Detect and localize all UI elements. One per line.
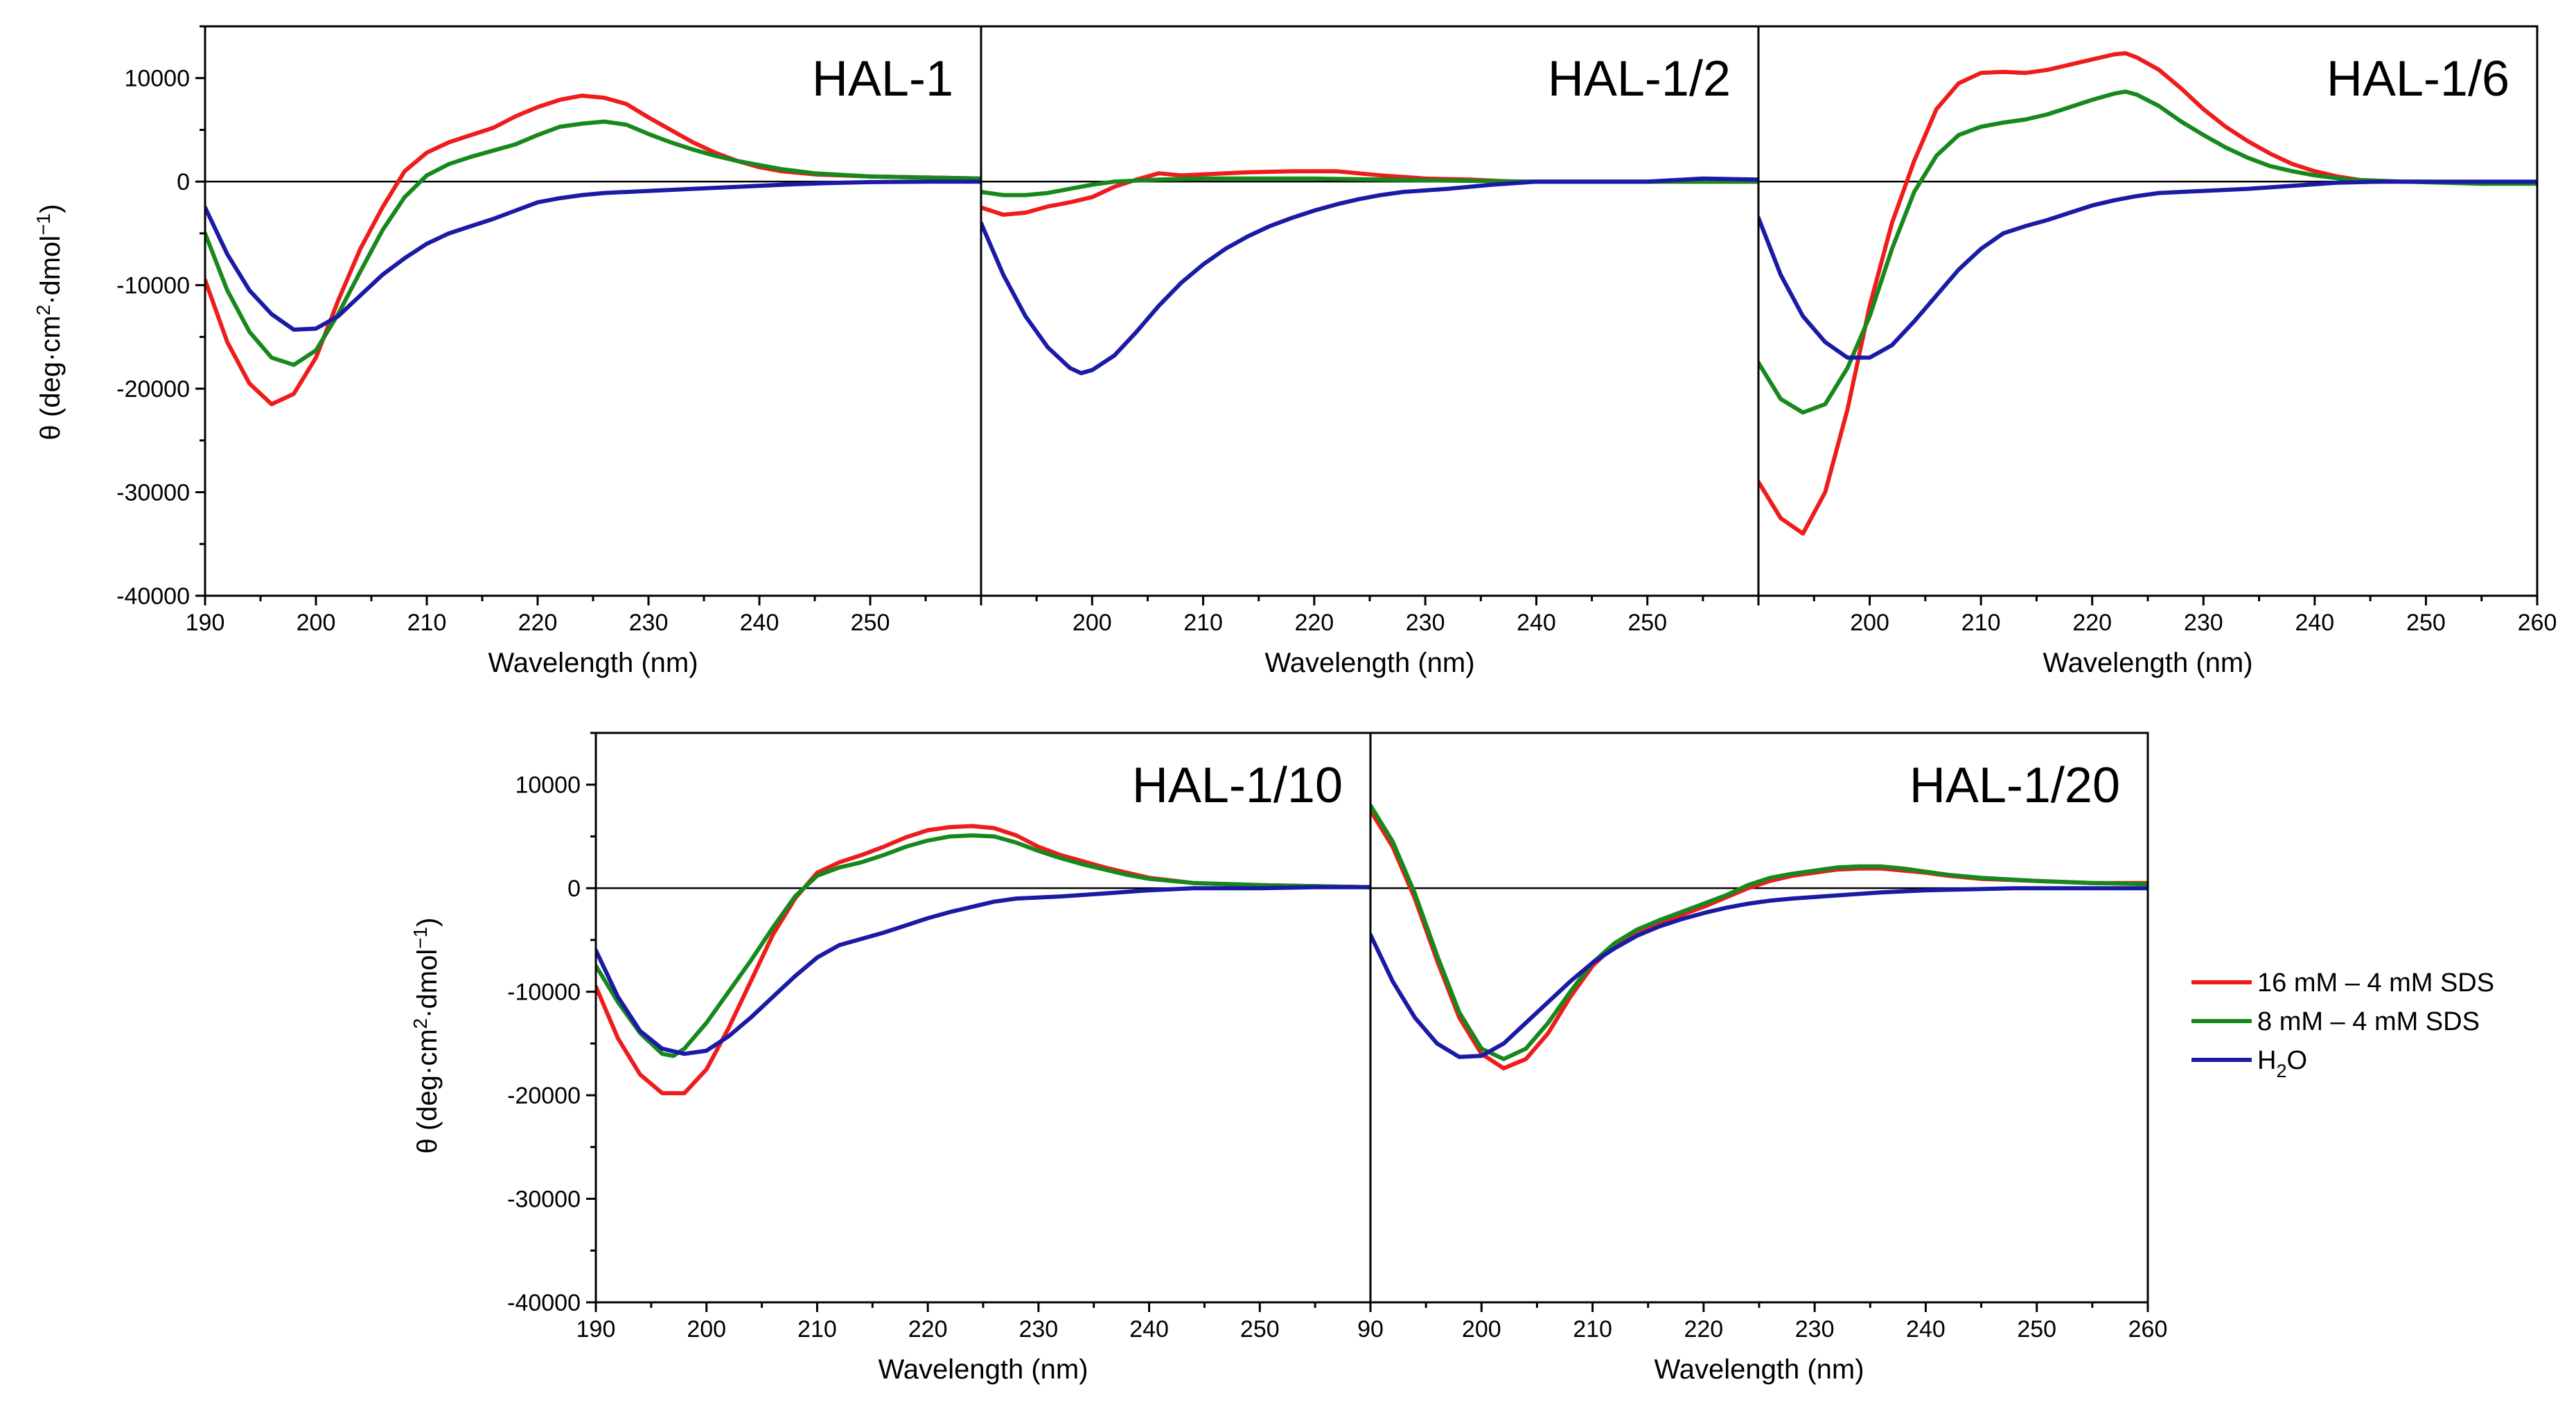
x-tick-label: 200 [687,1316,726,1342]
x-tick-label: 240 [1129,1316,1169,1342]
x-axis-title: Wavelength (nm) [488,648,698,678]
plot-frame [1757,25,2539,597]
x-tick-label: 210 [1961,610,2001,636]
x-tick-label: 250 [851,610,890,636]
series-line-8-mm-4-mm-sds [596,833,1370,1058]
x-axis-title: Wavelength (nm) [878,1354,1088,1385]
panel-hal-1: 190 200 210 220 230 240 250 10000 0 -10000 -20000 -… [116,25,982,678]
y-tick-label: -30000 [116,480,190,506]
plot-frame [980,25,1760,597]
x-tick-label: 260 [2128,1316,2168,1342]
x-tick-label: 240 [740,610,779,636]
x-axis-title: Wavelength (nm) [2043,648,2252,678]
x-tick-label: 90 [1357,1316,1384,1342]
series-line-8-mm-4-mm-sds [205,119,981,367]
panel-label: HAL-1/10 [1132,758,1343,813]
y-tick-label: 10000 [515,772,581,799]
y-tick-label: -40000 [116,583,190,610]
x-tick-label: 210 [797,1316,837,1342]
legend-label-h2o: H2O [2257,1046,2307,1081]
series-line-8-mm-4-mm-sds [981,176,1758,197]
panel-hal-1-20: 90 200 210 220 230 240 250 260 Wavelength (nm) HA… [1357,732,2168,1385]
x-tick-label: 200 [1073,610,1112,636]
panel-label: HAL-1/2 [1548,51,1731,107]
y-tick-label: 0 [567,876,581,902]
x-tick-label: 240 [2295,610,2334,636]
x-tick-label: 200 [1462,1316,1501,1342]
legend-label-8mm: 8 mM – 4 mM SDS [2257,1007,2480,1036]
x-tick-label: 210 [1573,1316,1612,1342]
series-line-h2o [981,176,1758,375]
x-tick-label: 240 [1517,610,1556,636]
panel-hal-1-6: 200 210 220 230 240 250 260 Wavelength (nm) HAL-… [1757,25,2557,678]
x-axis-title: Wavelength (nm) [1264,648,1474,678]
x-tick-label: 230 [1795,1316,1835,1342]
series-line-16-mm-4-mm-sds [596,824,1370,1096]
x-tick-label: 200 [1850,610,1889,636]
y-tick-label: -10000 [507,980,581,1006]
x-tick-label: 230 [1018,1316,1058,1342]
x-tick-label: 210 [1183,610,1223,636]
x-tick-label: 190 [576,1316,616,1342]
x-tick-label: 220 [908,1316,948,1342]
panel-hal-1-10: 190 200 210 220 230 240 250 10000 0 -10000 -20000 -… [507,732,1372,1385]
x-tick-label: 220 [2072,610,2112,636]
series-line-h2o [1370,886,2148,1059]
x-tick-label: 200 [297,610,336,636]
y-tick-label: 0 [177,169,190,195]
x-tick-label: 220 [1684,1316,1723,1342]
y-tick-label: -30000 [507,1187,581,1213]
panels: 190 200 210 220 230 240 250 10000 0 -10000 -20000 -… [116,25,2557,1385]
y-tick-label: -40000 [507,1290,581,1316]
panel-label: HAL-1/20 [1909,758,2120,813]
y-tick-label: -20000 [507,1083,581,1109]
series-line-16-mm-4-mm-sds [1370,808,2148,1071]
series-line-h2o [596,885,1370,1056]
series-line-8-mm-4-mm-sds [1370,803,2148,1061]
x-tick-label: 250 [1240,1316,1280,1342]
legend-label-16mm: 16 mM – 4 mM SDS [2257,968,2494,998]
x-tick-label: 210 [407,610,447,636]
panel-label: HAL-1/6 [2327,51,2509,107]
y-axis-title-bottom: θ (deg·cm2·dmol−1) [409,918,443,1154]
y-axis-title-top: θ (deg·cm2·dmol−1) [33,204,66,441]
panel-label: HAL-1 [812,51,953,107]
series-line-16-mm-4-mm-sds [1758,51,2537,536]
y-tick-label: -10000 [116,273,190,299]
series-line-h2o [1758,179,2537,360]
series-line-8-mm-4-mm-sds [1758,89,2537,415]
x-tick-label: 230 [629,610,669,636]
y-tick-label: -20000 [116,376,190,402]
x-tick-label: 190 [186,610,225,636]
x-axis-title: Wavelength (nm) [1654,1354,1864,1385]
plot-frame [204,25,982,597]
series-line-16-mm-4-mm-sds [205,94,981,407]
x-tick-label: 250 [1627,610,1667,636]
panel-hal-1-2: 200 210 220 230 240 250 Wavelength (nm) HAL-1/2 [980,25,1760,678]
plot-frame [1369,732,2149,1304]
x-tick-label: 220 [1294,610,1334,636]
x-tick-label: 220 [518,610,558,636]
legend: 16 mM – 4 mM SDS 8 mM – 4 mM SDS H2O [2191,968,2494,1081]
x-tick-label: 230 [1406,610,1445,636]
y-tick-label: 10000 [124,66,190,92]
x-tick-label: 250 [2017,1316,2056,1342]
x-tick-label: 250 [2406,610,2446,636]
series-line-h2o [205,179,981,332]
x-tick-label: 260 [2518,610,2557,636]
x-tick-label: 240 [1906,1316,1946,1342]
x-tick-label: 230 [2184,610,2223,636]
